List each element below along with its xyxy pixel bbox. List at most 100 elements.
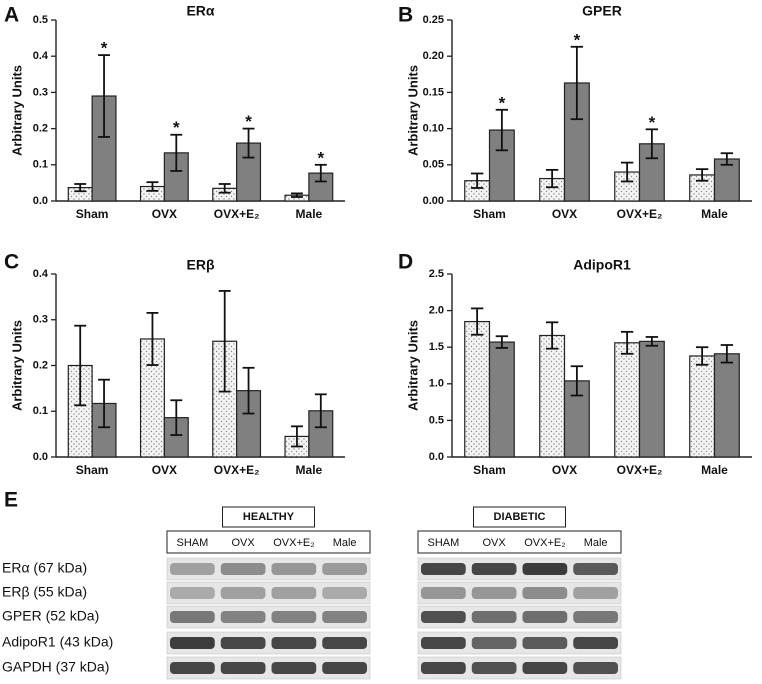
column-header: SHAM [427, 537, 459, 549]
bar [614, 171, 641, 202]
blot-strip [166, 631, 371, 655]
blot-band [170, 587, 215, 599]
x-tick-label: OVX+E₂ [617, 463, 663, 477]
y-tick-label: 2.5 [429, 268, 444, 280]
column-header: SHAM [176, 537, 208, 549]
blot-band [271, 587, 317, 599]
blot-band [220, 563, 266, 575]
error-bar [645, 128, 659, 160]
x-tick-label: Sham [76, 207, 109, 221]
blot-row-label: AdipoR1 (43 kDa) [2, 634, 113, 650]
y-axis-label: Arbitrary Units [405, 320, 420, 411]
blot-band [522, 611, 568, 623]
error-bar [74, 183, 87, 193]
blot-band [271, 611, 317, 623]
blot-band [471, 563, 517, 575]
group-title: HEALTHY [243, 511, 295, 523]
blot-strip [417, 581, 622, 605]
error-bar [620, 330, 634, 355]
blot-strip [417, 557, 622, 581]
panel-letter: C [4, 251, 19, 274]
blot-band [471, 587, 517, 599]
error-bar [170, 133, 183, 172]
blot-band [220, 587, 266, 599]
x-tick-label: OVX+E₂ [214, 207, 260, 221]
x-tick-label: OVX+E₂ [214, 463, 260, 477]
blot-strip [166, 581, 371, 605]
blot-strip [417, 631, 622, 655]
chart-title: GPER [582, 3, 622, 19]
blot-band [573, 637, 618, 649]
column-header: OVX [483, 537, 507, 549]
panel-letter: A [4, 4, 19, 27]
panel-letter: E [4, 489, 18, 512]
blot-strip [166, 557, 371, 581]
blot-band [170, 563, 215, 575]
y-tick-label: 0.2 [33, 123, 48, 135]
blot-band [322, 611, 367, 623]
error-bar [242, 366, 255, 415]
y-tick-label: 0.15 [423, 86, 444, 98]
error-bar [720, 344, 734, 364]
bar [464, 320, 491, 458]
y-tick-label: 0.3 [33, 86, 48, 98]
y-tick-label: 1.5 [429, 341, 444, 353]
bar [539, 334, 566, 458]
error-bar [218, 183, 231, 194]
error-bar [720, 152, 734, 166]
column-header-box [417, 530, 622, 554]
y-tick-label: 0.0 [429, 451, 444, 463]
blot-band [220, 637, 266, 649]
x-tick-label: Male [701, 463, 728, 477]
error-bar [146, 181, 159, 192]
chart-title: ERα [186, 3, 214, 19]
blot-band [322, 587, 367, 599]
error-bar [98, 378, 111, 429]
x-tick-label: Sham [473, 463, 506, 477]
bar [713, 353, 740, 458]
x-tick-label: OVX [152, 463, 177, 477]
blot-band [170, 637, 215, 649]
error-bar [545, 168, 559, 189]
blot-strip [166, 605, 371, 629]
blot-band [573, 563, 618, 575]
error-bar [146, 311, 159, 366]
error-bar [495, 108, 509, 152]
significance-marker: * [101, 39, 108, 58]
error-bar [170, 399, 183, 436]
bar [488, 341, 515, 458]
error-bar [695, 168, 709, 182]
y-tick-label: 0.00 [423, 195, 444, 207]
blot-band [421, 563, 466, 575]
x-tick-label: OVX [552, 463, 577, 477]
x-tick-label: Male [296, 463, 323, 477]
error-bar [570, 365, 584, 397]
panel-letter: B [398, 4, 413, 27]
error-bar [242, 127, 255, 159]
y-tick-label: 0.2 [33, 359, 48, 371]
significance-marker: * [574, 30, 581, 49]
column-header: OVX [232, 537, 256, 549]
blot-row-label: GAPDH (37 kDa) [2, 659, 109, 675]
bar [614, 342, 641, 458]
y-tick-label: 2.0 [429, 305, 444, 317]
error-bar [314, 163, 327, 183]
significance-marker: * [499, 93, 506, 112]
significance-marker: * [245, 112, 252, 131]
error-bar [290, 425, 303, 448]
y-tick-label: 0.10 [423, 123, 444, 135]
error-bar [218, 290, 231, 393]
blot-strip [166, 656, 371, 680]
x-tick-label: Male [701, 207, 728, 221]
y-tick-label: 0.5 [33, 14, 48, 26]
blot-band [471, 611, 517, 623]
x-tick-label: OVX+E₂ [617, 207, 663, 221]
blot-band [322, 637, 367, 649]
chart-title: ERβ [187, 257, 215, 273]
column-header: OVX+E₂ [273, 537, 314, 549]
blot-band [220, 662, 266, 674]
error-bar [695, 346, 709, 366]
column-header: OVX+E₂ [524, 537, 565, 549]
blot-row-label: ERβ (55 kDa) [2, 584, 87, 600]
error-bar [98, 54, 111, 138]
